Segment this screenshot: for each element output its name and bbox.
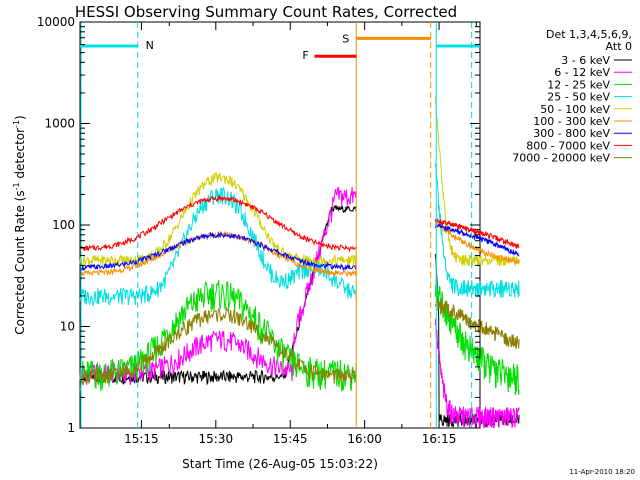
x-tick-label: 15:30 bbox=[199, 432, 234, 446]
plot-area: N S F bbox=[79, 21, 520, 429]
night-label: N bbox=[146, 39, 154, 52]
series-4-post bbox=[434, 96, 520, 267]
series-4-pre bbox=[79, 171, 357, 267]
y-tick-label: 10 bbox=[60, 320, 75, 334]
y-tick-label: 1000 bbox=[44, 117, 75, 131]
footer-timestamp: 11-Apr-2010 18:20 bbox=[569, 468, 635, 476]
series-7-pre bbox=[79, 194, 357, 253]
x-tick-label: 15:45 bbox=[273, 432, 308, 446]
legend-label: 800 - 7000 keV bbox=[526, 139, 610, 152]
flare-label: F bbox=[302, 49, 308, 62]
legend-header-detectors: Det 1,3,4,5,6,9, bbox=[546, 28, 632, 41]
series-3-post bbox=[434, 163, 520, 298]
series-3-pre bbox=[79, 186, 357, 308]
legend-header-attenuator: Att 0 bbox=[606, 40, 632, 53]
y-axis: 1 10 100 1000 10000 bbox=[37, 15, 480, 435]
legend-label: 7000 - 20000 keV bbox=[512, 152, 610, 165]
legend-label: 300 - 800 keV bbox=[533, 127, 610, 140]
x-axis: 15:15 15:30 15:45 16:00 16:15 bbox=[124, 22, 477, 446]
legend-label: 25 - 50 keV bbox=[547, 91, 610, 104]
y-tick-label: 1 bbox=[67, 421, 75, 435]
legend-label: 12 - 25 keV bbox=[547, 78, 610, 91]
y-axis-label: Corrected Count Rate (s-1 detector-1) bbox=[12, 115, 27, 334]
x-tick-label: 16:15 bbox=[422, 432, 457, 446]
x-axis-label: Start Time (26-Aug-05 15:03:22) bbox=[182, 457, 378, 471]
series-6-post bbox=[434, 222, 520, 257]
chart-title: HESSI Observing Summary Count Rates, Cor… bbox=[75, 3, 457, 21]
x-tick-label: 15:15 bbox=[124, 432, 159, 446]
series-5-pre bbox=[79, 230, 357, 277]
saa-label: S bbox=[342, 32, 349, 45]
series-group bbox=[79, 96, 520, 429]
series-6-pre bbox=[79, 231, 357, 272]
legend-label: 6 - 12 keV bbox=[554, 66, 610, 79]
series-8-post bbox=[434, 296, 520, 349]
series-8-pre bbox=[79, 305, 357, 386]
x-tick-label: 16:00 bbox=[347, 432, 382, 446]
series-1-pre bbox=[79, 186, 357, 386]
legend-label: 50 - 100 keV bbox=[540, 103, 610, 116]
legend-label: 3 - 6 keV bbox=[561, 54, 610, 67]
series-7-post bbox=[434, 217, 520, 249]
legend-label: 100 - 300 keV bbox=[533, 115, 610, 128]
y-tick-label: 100 bbox=[52, 218, 75, 232]
series-1-post bbox=[434, 318, 520, 429]
y-tick-label: 10000 bbox=[37, 15, 75, 29]
